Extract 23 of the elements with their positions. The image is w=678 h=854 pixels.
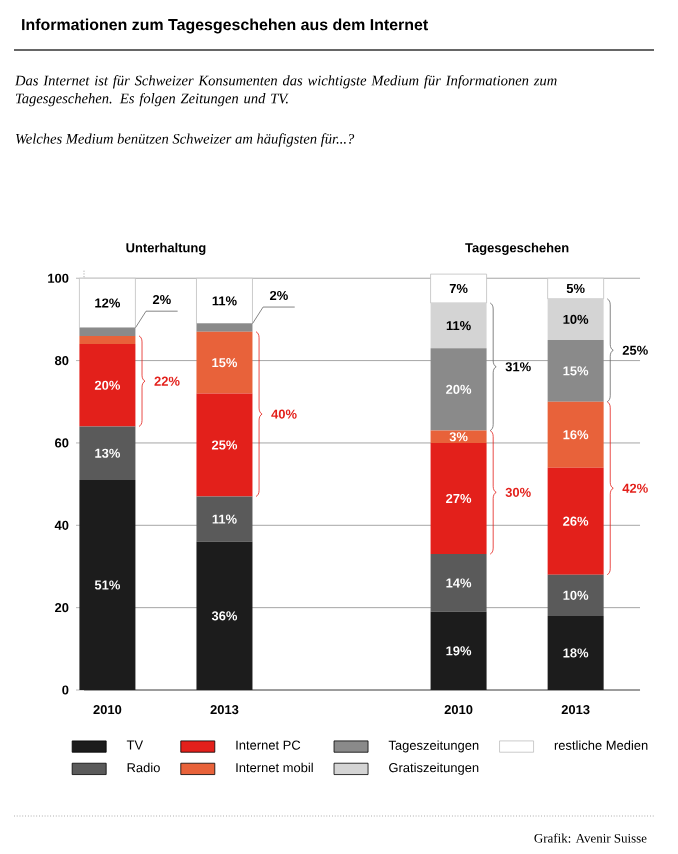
- bar: [79, 335, 136, 345]
- bar: [196, 277, 253, 324]
- bar: [430, 273, 487, 304]
- bar: [79, 277, 136, 329]
- bar: [547, 277, 605, 300]
- bar: [79, 426, 136, 480]
- bar: [430, 611, 487, 690]
- bar: [196, 541, 253, 690]
- bar: [547, 340, 604, 402]
- bar: [196, 496, 253, 542]
- bar: [430, 302, 487, 349]
- bar: [196, 331, 253, 394]
- bar: [79, 480, 136, 690]
- bar: [79, 327, 136, 336]
- bar: [547, 298, 604, 340]
- bar: [430, 348, 487, 431]
- bar: [430, 554, 487, 612]
- bar: [79, 344, 136, 427]
- bar: [196, 323, 253, 332]
- bar: [547, 574, 604, 616]
- bar: [547, 615, 604, 690]
- bar: [547, 401, 604, 468]
- bar: [196, 393, 253, 497]
